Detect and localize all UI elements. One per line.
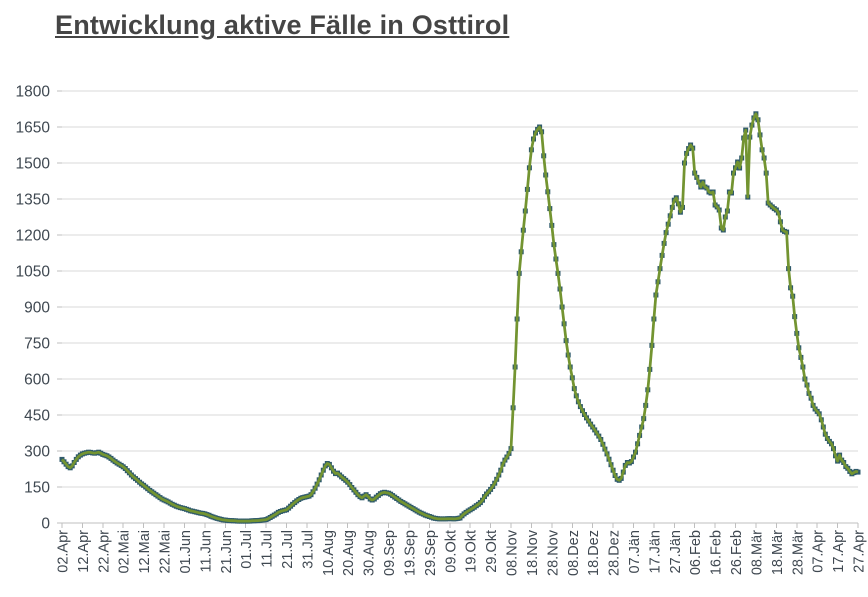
x-tick-label: 22.Mai [158, 530, 174, 574]
x-tick-label: 22.Apr [96, 530, 112, 573]
y-tick-label: 300 [24, 444, 50, 461]
x-tick-label: 16.Feb [709, 530, 725, 575]
x-tick-label: 31.Jul [300, 530, 316, 569]
x-tick-label: 30.Aug [362, 530, 378, 576]
x-tick-label: 10.Aug [321, 530, 337, 576]
x-tick-label: 29.Okt [484, 530, 500, 573]
x-tick-label: 19.Sep [403, 530, 419, 576]
x-tick-label: 29.Sep [423, 530, 439, 576]
y-tick-label: 1350 [16, 192, 51, 209]
y-tick-label: 1500 [16, 156, 51, 173]
x-tick-label: 11.Jun [198, 530, 214, 572]
x-tick-label: 07.Jän [627, 530, 643, 574]
x-tick-label: 02.Mai [117, 530, 133, 574]
series-line [60, 112, 859, 523]
x-tick-label: 01.Jul [239, 530, 255, 569]
x-tick-label: 17.Jän [647, 530, 663, 574]
x-tick-label: 28.Nov [545, 529, 561, 576]
x-tick-label: 27.Jän [668, 530, 684, 574]
x-tick-label: 11.Jul [260, 530, 276, 568]
y-axis-ticks [57, 90, 62, 524]
chart-title: Entwicklung aktive Fälle in Osttirol [55, 10, 510, 40]
x-tick-label: 26.Feb [729, 530, 745, 575]
x-tick-label: 12.Apr [76, 530, 92, 573]
y-tick-label: 1800 [16, 84, 51, 101]
y-axis-labels: 0 150 300 450 600 750 900 1050 1200 1350 1500 1650 1… [16, 84, 51, 533]
x-tick-label: 18.Dez [586, 530, 602, 576]
y-tick-label: 450 [24, 408, 50, 425]
x-tick-label: 18.Nov [525, 529, 541, 576]
series-polyline [60, 112, 859, 523]
y-tick-label: 600 [24, 372, 50, 389]
y-tick-label: 1050 [16, 264, 51, 281]
x-tick-label: 09.Sep [382, 530, 398, 576]
x-tick-label: 08.Nov [505, 529, 521, 576]
x-tick-label: 08.Dez [566, 530, 582, 576]
series-markers [59, 111, 861, 524]
x-tick-label: 27.Apr [852, 530, 868, 573]
y-tick-label: 1200 [16, 228, 51, 245]
x-tick-label: 20.Aug [341, 530, 357, 576]
x-tick-label: 28.Dez [607, 530, 623, 576]
x-tick-label: 19.Okt [464, 530, 480, 573]
x-tick-label: 06.Feb [688, 530, 704, 575]
x-axis-ticks [61, 523, 859, 528]
x-tick-label: 07.Apr [811, 530, 827, 573]
y-tick-label: 0 [41, 516, 50, 533]
x-tick-label: 21.Jul [280, 530, 296, 569]
x-axis-labels: 02.Apr 12.Apr 22.Apr 02.Mai 12.Mai 22.Mai 01.J… [56, 529, 868, 576]
x-tick-label: 18.Mär [770, 530, 786, 575]
x-tick-label: 02.Apr [56, 530, 72, 573]
x-tick-label: 01.Jun [178, 530, 194, 574]
y-tick-label: 150 [24, 480, 50, 497]
x-tick-label: 17.Apr [831, 530, 847, 573]
y-tick-label: 900 [24, 300, 50, 317]
y-tick-label: 750 [24, 336, 50, 353]
x-tick-label: 21.Jun [219, 530, 235, 574]
x-tick-label: 09.Okt [443, 530, 459, 573]
x-tick-label: 08.Mär [749, 530, 765, 575]
y-tick-label: 1650 [16, 120, 51, 137]
x-tick-label: 12.Mai [137, 530, 153, 574]
x-tick-label: 28.Mär [790, 530, 806, 575]
gridlines [62, 90, 858, 524]
